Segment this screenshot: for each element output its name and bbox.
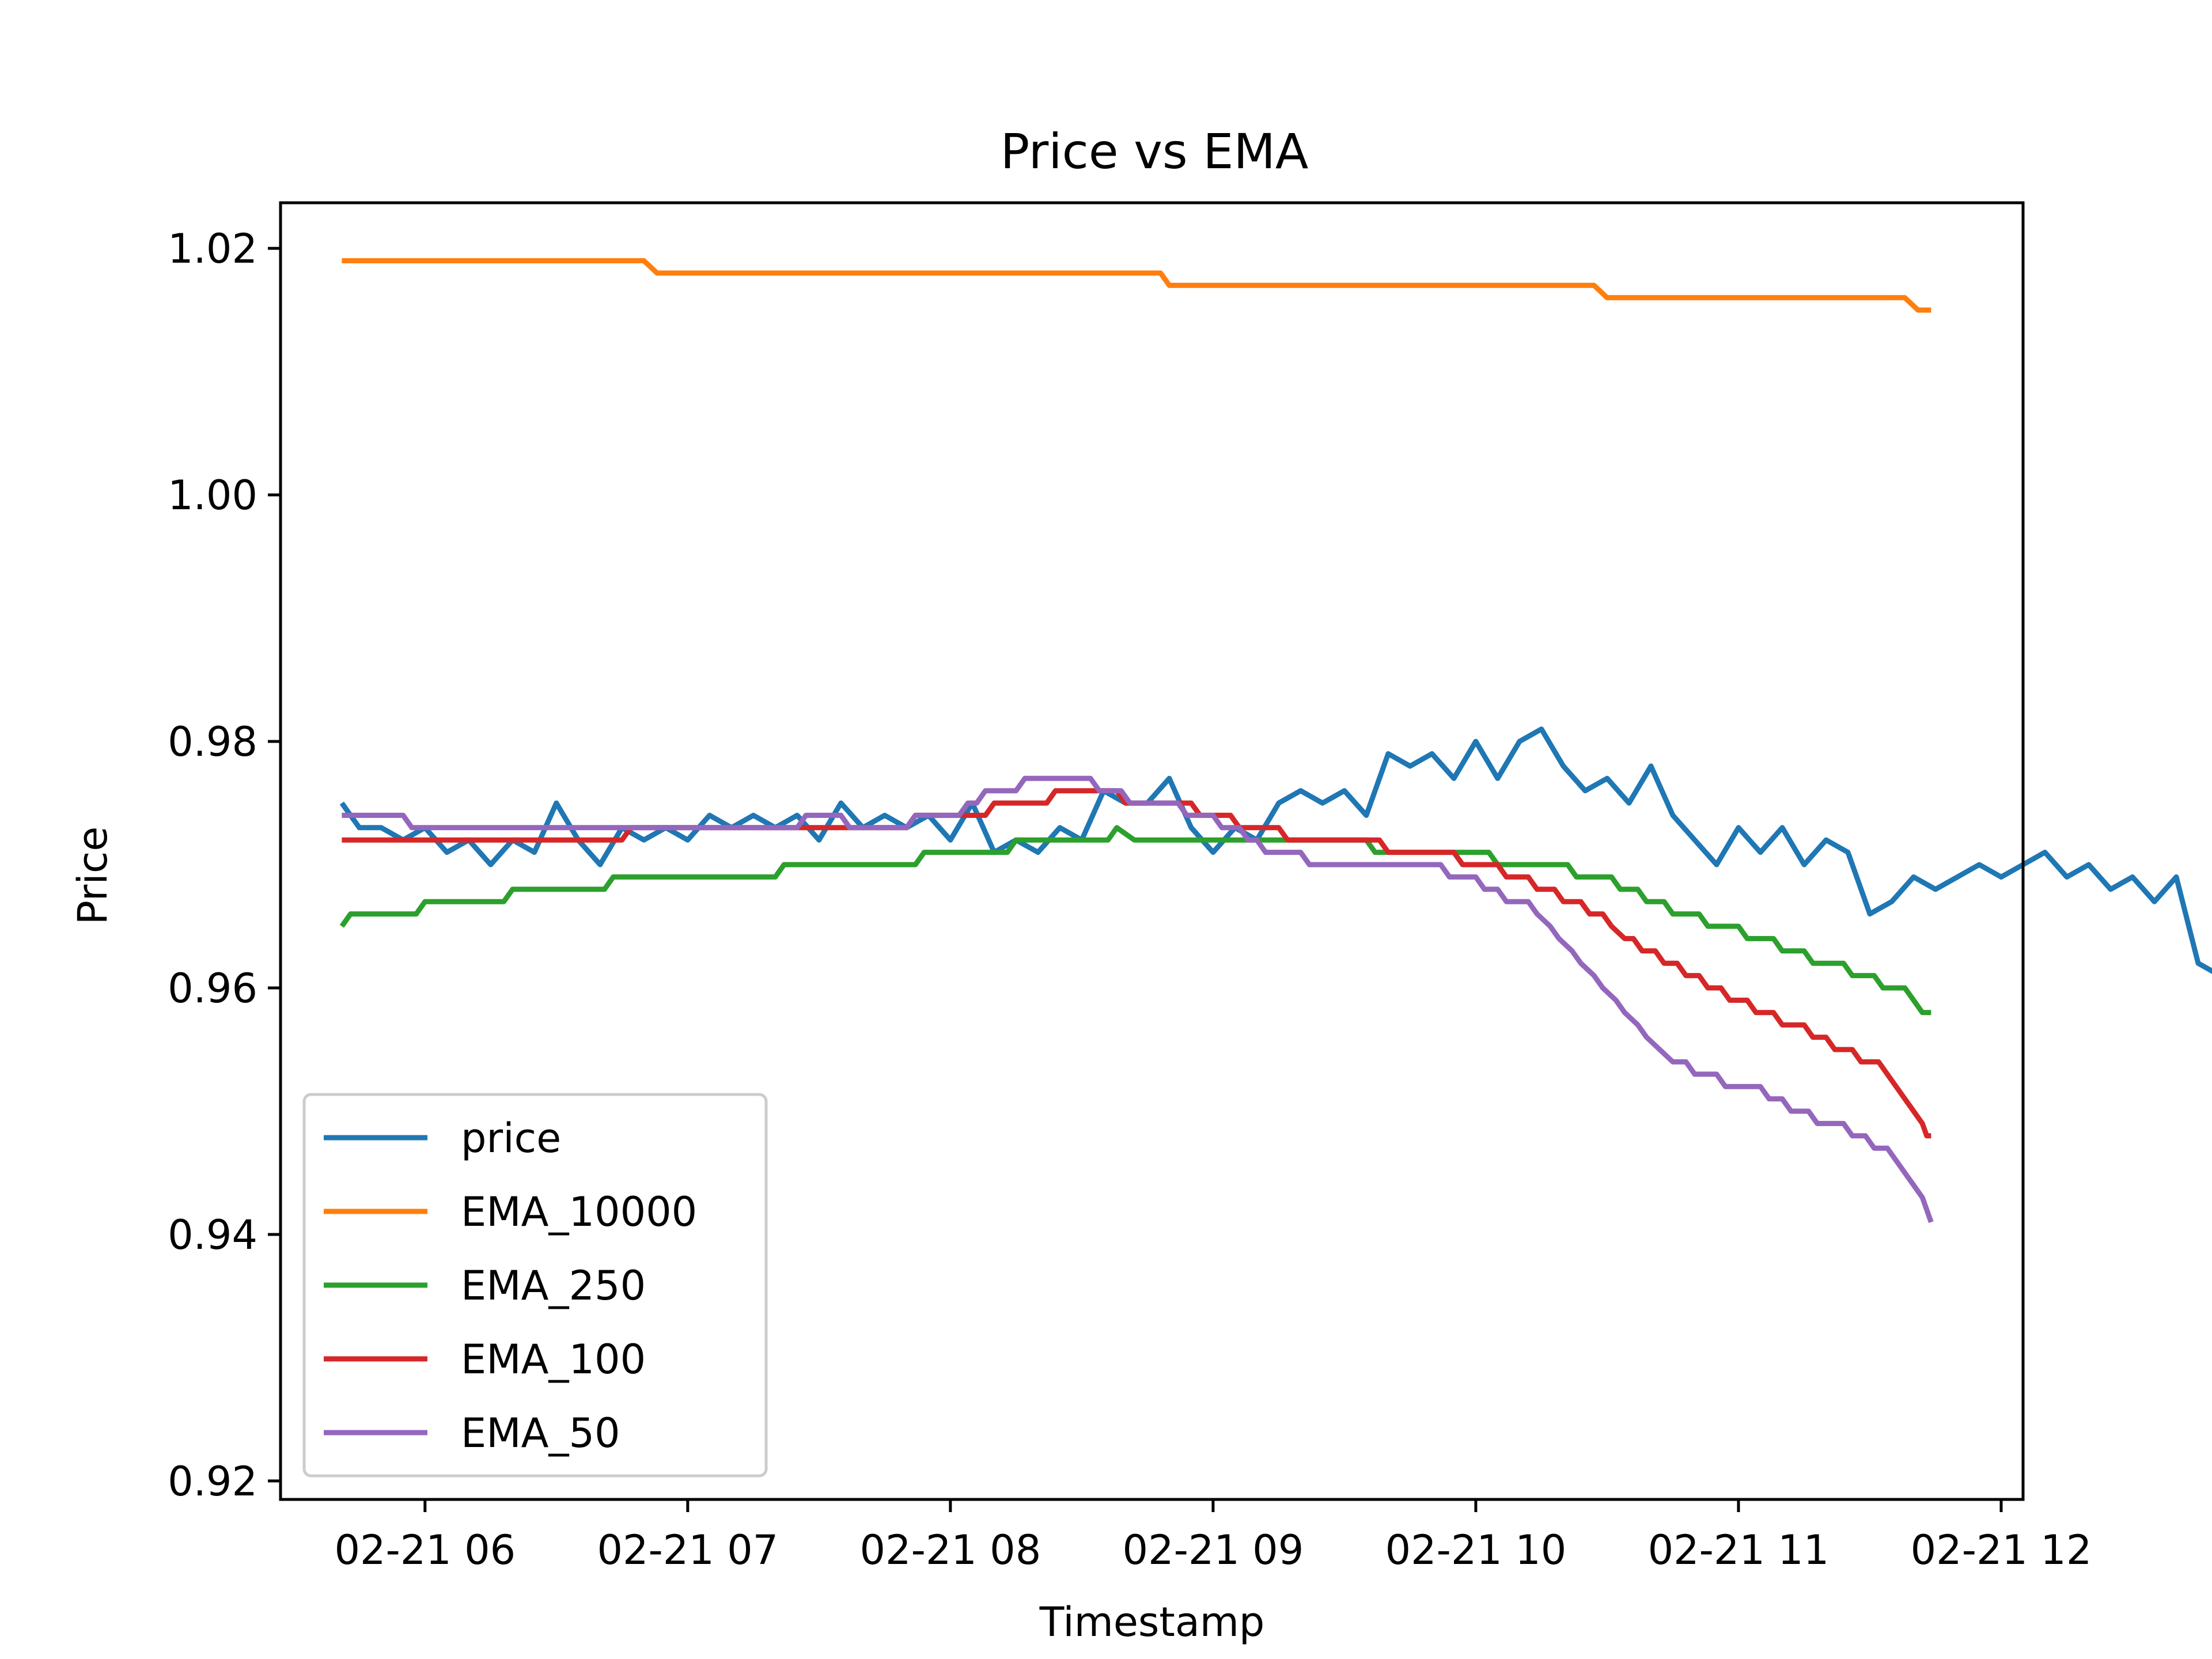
x-tick-label: 02-21 09 (1123, 1527, 1304, 1574)
series-line-price (339, 726, 2212, 974)
chart-title: Price vs EMA (1001, 123, 1309, 180)
y-tick-label: 1.02 (168, 225, 257, 272)
y-tick-label: 0.94 (168, 1211, 257, 1259)
x-tick-label: 02-21 07 (597, 1527, 778, 1574)
x-axis-title: Timestamp (1039, 1599, 1265, 1646)
y-tick-label: 0.98 (168, 718, 257, 766)
series-line-ema-250 (339, 825, 1931, 1016)
axes: 02-21 06 02-21 07 02-21 08 02-21 09 02-21 10… (168, 225, 2092, 1574)
x-tick-label: 02-21 11 (1648, 1527, 1830, 1574)
x-tick-label: 02-21 10 (1385, 1527, 1567, 1574)
plot-area (339, 258, 2212, 1224)
series-line-ema-10000 (342, 258, 1931, 313)
legend-label-price: price (461, 1115, 561, 1162)
legend-label-ema-100: EMA_100 (461, 1336, 646, 1383)
legend-frame (302, 1093, 768, 1478)
legend-label-ema-10000: EMA_10000 (461, 1188, 697, 1236)
x-tick-label: 02-21 08 (860, 1527, 1041, 1574)
legend: price EMA_10000 EMA_250 EMA_100 EMA_50 (302, 1093, 768, 1478)
y-tick-label: 0.96 (168, 965, 257, 1012)
series-line-ema-100 (342, 788, 1931, 1139)
x-tick-label: 02-21 06 (334, 1527, 516, 1574)
x-tick-label: 02-21 12 (1911, 1527, 2092, 1574)
legend-label-ema-50: EMA_50 (461, 1410, 620, 1457)
y-axis-title: Price (69, 827, 116, 925)
plot-frame (279, 201, 2025, 1501)
y-tick-label: 0.92 (168, 1458, 257, 1505)
series-line-ema-50 (342, 775, 1934, 1224)
legend-label-ema-250: EMA_250 (461, 1262, 646, 1309)
y-tick-label: 1.00 (168, 472, 257, 519)
